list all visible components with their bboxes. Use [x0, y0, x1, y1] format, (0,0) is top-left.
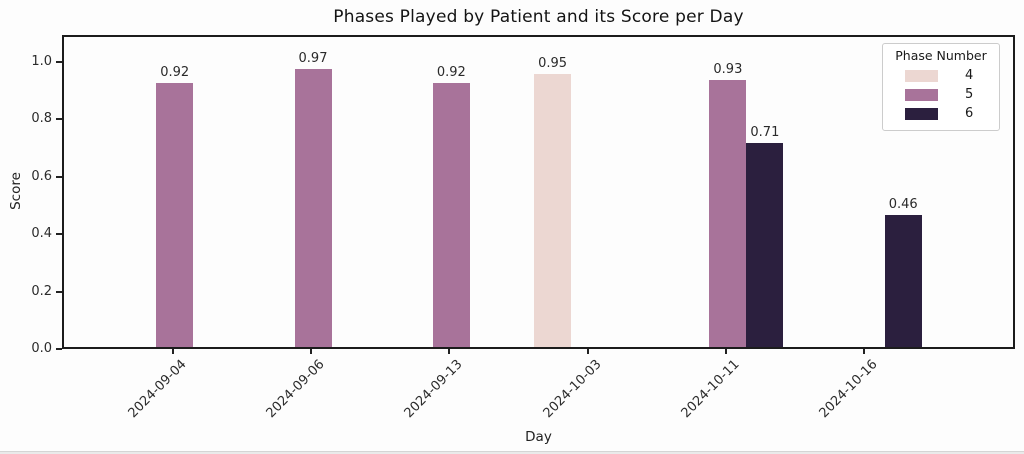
x-tick-mark	[863, 349, 866, 354]
x-axis-label: Day	[525, 429, 552, 445]
bar-value-label: 0.92	[160, 65, 190, 80]
y-tick-mark	[56, 118, 62, 121]
x-tick-label: 2024-10-11	[678, 357, 743, 422]
bar	[156, 83, 194, 347]
bar-value-label: 0.92	[436, 65, 466, 80]
bar-value-label: 0.95	[538, 56, 568, 71]
legend-swatch	[905, 69, 938, 82]
chart-title: Phases Played by Patient and its Score p…	[333, 7, 744, 27]
bar-value-label: 0.93	[713, 62, 743, 77]
y-tick-label: 0.8	[31, 111, 52, 127]
bar-value-label: 0.97	[298, 51, 328, 66]
legend-title: Phase Number	[895, 48, 987, 63]
x-tick-mark	[724, 349, 727, 354]
y-tick-mark	[56, 175, 62, 178]
y-tick-label: 0.0	[31, 341, 52, 356]
y-tick-label: 0.2	[31, 283, 52, 299]
bar	[884, 215, 922, 347]
legend-swatch	[905, 88, 938, 101]
legend-item-label: 6	[965, 106, 974, 121]
legend-item: 6	[883, 104, 999, 123]
bar	[294, 69, 332, 347]
bar-value-label: 0.71	[750, 125, 780, 140]
x-tick-label: 2024-10-03	[540, 357, 605, 422]
plot-area: Phase Number 4 5 6 0.95 0.92 0.97 0.92 0.93 0.7…	[62, 35, 1015, 349]
legend-item-label: 5	[965, 87, 974, 102]
y-tick-mark	[56, 61, 62, 63]
x-tick-mark	[171, 349, 174, 354]
legend-item: 4	[883, 66, 999, 85]
x-tick-label: 2024-09-04	[125, 357, 190, 422]
bar	[432, 83, 470, 347]
y-tick-mark	[56, 290, 62, 293]
x-tick-mark	[448, 349, 451, 354]
legend-swatch	[905, 107, 938, 120]
y-tick-mark	[56, 233, 62, 236]
y-tick-mark	[56, 348, 62, 350]
bar-value-label: 0.46	[888, 197, 918, 212]
bar	[709, 80, 747, 347]
bar	[534, 74, 572, 347]
y-tick-label: 0.4	[31, 226, 52, 242]
x-tick-label: 2024-10-16	[816, 357, 881, 422]
x-tick-mark	[586, 349, 589, 354]
x-tick-label: 2024-09-06	[263, 357, 328, 422]
legend-items: 4 5 6	[883, 66, 999, 123]
x-tick-mark	[310, 349, 312, 354]
legend: Phase Number 4 5 6	[882, 43, 1000, 131]
x-tick-label: 2024-09-13	[401, 357, 466, 422]
legend-item-label: 4	[965, 68, 974, 83]
bar	[746, 143, 784, 347]
window-bottom-edge	[0, 451, 1024, 454]
legend-item: 5	[883, 85, 999, 104]
y-tick-label: 0.6	[31, 168, 52, 184]
y-tick-label: 1.0	[31, 54, 52, 69]
